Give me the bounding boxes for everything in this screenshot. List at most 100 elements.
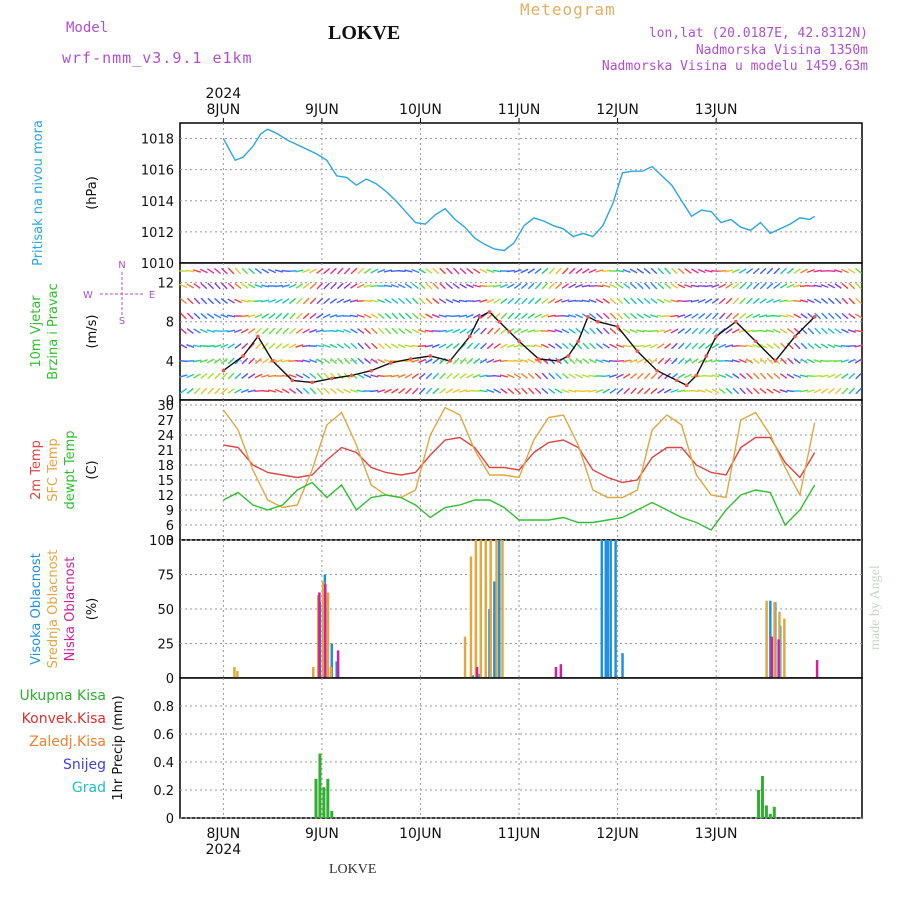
wind-arrow [799, 389, 809, 393]
wind-arrow [370, 299, 379, 303]
wind-arrow [227, 298, 235, 304]
wind-arrow [759, 329, 768, 333]
precip-legend-item: Grad [72, 780, 106, 796]
wind-arrow [520, 282, 528, 290]
wind-arrow [814, 327, 821, 335]
bar-high [621, 653, 624, 678]
precip-legend-item: Zaledj.Kisa [29, 734, 106, 750]
wind-arrow [289, 312, 296, 320]
y-tick-label: 0.2 [153, 784, 174, 799]
wind-arrow [493, 284, 502, 288]
wind-arrow [677, 314, 686, 318]
wind-arrow [336, 314, 345, 318]
wind-arrow [527, 268, 535, 274]
wind-arrow [466, 327, 474, 335]
wind-arrow [622, 269, 631, 273]
wind-arrow [391, 388, 399, 394]
wind-arrow [827, 387, 835, 395]
wind-arrow [616, 283, 624, 289]
wind-arrow [254, 357, 262, 365]
wind-arrow [199, 358, 208, 364]
wind-arrow [186, 297, 194, 305]
wind-arrow [384, 388, 392, 394]
model-label: Model [66, 20, 109, 36]
wind-arrow [766, 343, 774, 349]
wind-arrow [357, 267, 365, 275]
wind-arrow [459, 373, 467, 379]
wind-arrow [513, 373, 522, 379]
wind-arrow [350, 283, 358, 289]
wind-arrow [315, 329, 324, 333]
wind-arrow [752, 313, 761, 319]
wind-arrow [520, 359, 529, 363]
wind-arrow [356, 300, 365, 302]
wind-arrow [261, 299, 270, 303]
wind-arrow [534, 358, 542, 364]
wind-arrow [677, 328, 685, 334]
wind-arrow [199, 328, 208, 334]
wind-arrow [595, 358, 604, 364]
wind-arrow [193, 297, 201, 305]
bar-mid [463, 636, 467, 678]
wind-arrow [541, 297, 549, 305]
wind-arrow [377, 327, 385, 335]
wind-arrow [397, 343, 406, 349]
wind-arrow [636, 372, 644, 380]
wind-arrow [281, 284, 290, 288]
wind-arrow [480, 342, 487, 350]
wind-speed-marker [507, 329, 511, 334]
wind-arrow [507, 297, 515, 305]
wind-arrow [677, 373, 686, 379]
wind-arrow [670, 328, 679, 334]
wind-arrow [206, 344, 215, 348]
wind-arrow [398, 387, 406, 395]
wind-arrow [193, 312, 201, 320]
wind-arrow [411, 312, 419, 320]
wind-arrow [820, 343, 829, 349]
wind-arrow [486, 269, 495, 273]
bar-mid [484, 540, 487, 678]
top-day-label: 13JUN [695, 102, 738, 118]
wind-arrow [254, 327, 262, 335]
wind-arrow [847, 344, 856, 348]
wind-arrow [731, 268, 740, 274]
wind-arrow [780, 267, 787, 275]
wind-arrow [799, 374, 809, 378]
bar-mid [312, 666, 315, 678]
wind-arrow [739, 297, 746, 305]
wind-arrow [506, 283, 515, 289]
wind-arrow [371, 342, 378, 350]
wind-arrow [827, 343, 836, 349]
wind-arrow [486, 298, 495, 304]
wind-arrow [425, 387, 433, 395]
wind-arrow [241, 283, 249, 289]
wind-arrow [745, 313, 754, 319]
wind-arrow [548, 372, 556, 380]
bar-high [600, 540, 604, 678]
wind-arrow [854, 329, 863, 333]
wind-arrow [220, 313, 229, 319]
wind-arrow [507, 387, 515, 395]
y-tick-label: 12 [157, 489, 174, 504]
wind-arrow [589, 342, 597, 350]
bar-mid [773, 602, 776, 678]
wind-arrow [616, 312, 624, 320]
altitude-label: Nadmorska Visina 1350m [695, 43, 868, 58]
wind-arrow [834, 328, 842, 334]
wind-arrow [192, 344, 202, 348]
wind-arrow [582, 327, 590, 335]
wind-arrow [336, 357, 344, 365]
wind-arrow [806, 268, 815, 274]
wind-arrow [793, 342, 801, 350]
wind-arrow [780, 357, 787, 365]
wind-arrow [329, 357, 337, 365]
wind-arrow [206, 358, 215, 364]
wind-arrow [261, 284, 270, 288]
y-tick-label: 0 [166, 812, 174, 827]
wind-arrow [848, 387, 856, 395]
wind-arrow [377, 374, 386, 378]
wind-arrow [445, 298, 454, 304]
bar-high [606, 540, 609, 678]
wind-arrow [520, 328, 529, 334]
wind-arrow [186, 269, 195, 273]
